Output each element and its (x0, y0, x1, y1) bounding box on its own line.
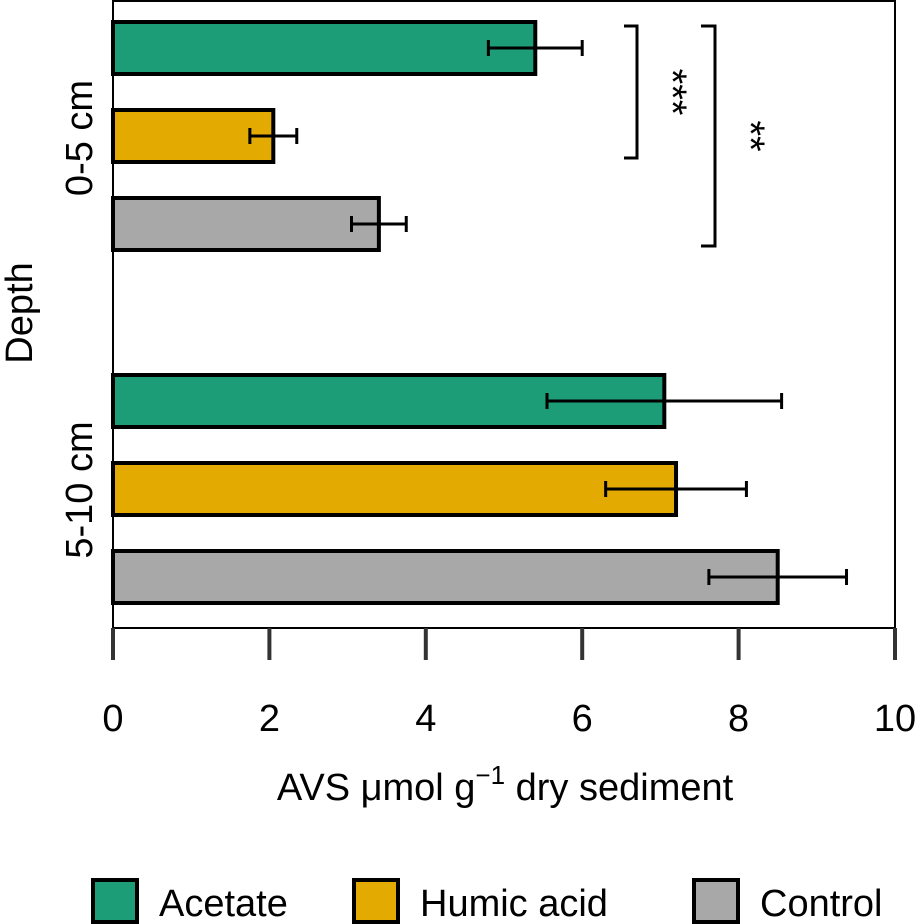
bar-0-5-cm-acetate (111, 20, 538, 76)
x-tick-label-10: 10 (874, 698, 916, 740)
error-bar-5-10-cm-acetate (545, 393, 784, 409)
x-tick-label-6: 6 (572, 698, 593, 740)
group-label-5-10-cm: 5-10 cm (59, 421, 101, 558)
legend: Acetate Humic acid Control (91, 878, 883, 924)
error-bar-5-10-cm-control (707, 569, 849, 585)
bar-5-10-cm-humic-acid (111, 461, 679, 517)
significance-label: ** (728, 120, 772, 151)
significance-bracket-1: *** (624, 24, 694, 160)
significance-bracket-line (701, 24, 717, 248)
y-axis-title: Depth (0, 262, 41, 363)
x-axis-title-superscript: −1 (475, 760, 505, 790)
legend-label-acetate: Acetate (159, 883, 288, 924)
x-axis-title: AVS μmol g−1 dry sediment (277, 760, 734, 809)
error-bar-0-5-cm-acetate (486, 40, 584, 56)
x-axis: 0 2 4 6 8 10 (102, 628, 916, 740)
significance-bracket-2: ** (701, 24, 772, 248)
legend-label-control: Control (760, 883, 883, 924)
significance-bracket-line (624, 24, 639, 160)
x-tick-label-4: 4 (415, 698, 436, 740)
bar-5-10-cm-control (111, 549, 780, 605)
significance-label: *** (650, 69, 694, 116)
error-bar-5-10-cm-humic-acid (604, 481, 748, 497)
error-bar-0-5-cm-control (350, 216, 408, 232)
x-axis-title-tail: dry sediment (505, 767, 734, 809)
x-tick-label-0: 0 (102, 698, 123, 740)
plot-frame (112, 0, 896, 629)
error-bar-0-5-cm-humic-acid (248, 128, 299, 144)
legend-label-humic-acid: Humic acid (420, 883, 608, 924)
group-label-0-5-cm: 0-5 cm (59, 80, 101, 196)
legend-swatch-acetate (91, 878, 139, 924)
error-bars-layer (248, 40, 849, 585)
legend-swatch-humic-acid (352, 878, 400, 924)
legend-item-humic-acid: Humic acid (352, 878, 608, 924)
x-tick-label-2: 2 (259, 698, 280, 740)
bar-0-5-cm-control (111, 196, 381, 252)
x-tick-label-8: 8 (728, 698, 749, 740)
legend-swatch-control (692, 878, 740, 924)
bar-0-5-cm-humic-acid (111, 108, 276, 164)
legend-item-control: Control (692, 878, 883, 924)
significance-layer: ***** (624, 24, 772, 248)
legend-item-acetate: Acetate (91, 878, 288, 924)
bars-layer (111, 20, 780, 605)
x-axis-title-main: AVS μmol g (277, 767, 476, 809)
